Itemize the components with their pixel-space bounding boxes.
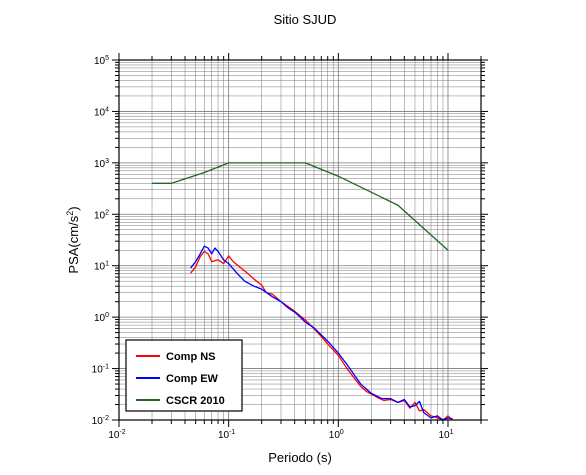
y-tick-label-base: 10 — [94, 210, 106, 221]
x-tick-label-base: 10 — [108, 430, 120, 441]
y-axis-label-base: PSA(cm/s — [66, 215, 81, 273]
plot-frame — [118, 59, 482, 421]
y-tick-label-exp: 5 — [105, 55, 109, 62]
ticks — [112, 53, 488, 427]
legend-label: Comp EW — [166, 373, 219, 385]
y-tick-label-base: 10 — [92, 416, 104, 427]
x-tick-label-exp: -2 — [119, 429, 125, 436]
x-tick-label-exp: 1 — [450, 429, 454, 436]
y-axis-label: PSA(cm/s2) — [65, 206, 81, 273]
legend-label: Comp NS — [166, 351, 216, 363]
y-tick-label-exp: 1 — [105, 261, 109, 268]
legend-items: Comp NS Comp EW CSCR 2010 — [136, 351, 225, 407]
x-tick-labels: 10-2 10-1 100 101 — [108, 429, 453, 441]
y-tick-label-exp: 3 — [105, 158, 109, 165]
y-tick-label: 10-2 — [92, 415, 109, 427]
x-tick-label-exp: 0 — [340, 429, 344, 436]
series-layer — [152, 162, 453, 421]
y-tick-label-exp: -2 — [103, 415, 109, 422]
series-line-2 — [152, 162, 449, 251]
y-tick-label-base: 10 — [94, 107, 106, 118]
y-tick-label: 104 — [94, 106, 109, 118]
y-tick-label: 103 — [94, 158, 109, 170]
legend: Comp NS Comp EW CSCR 2010 — [125, 339, 243, 412]
x-tick-label-base: 10 — [329, 430, 341, 441]
x-tick-label-base: 10 — [218, 430, 230, 441]
x-tick-label: 101 — [438, 429, 453, 441]
legend-label: CSCR 2010 — [166, 395, 225, 407]
y-tick-label: 101 — [94, 261, 109, 273]
x-tick-label: 100 — [329, 429, 344, 441]
y-tick-label-base: 10 — [94, 159, 106, 170]
y-tick-label-exp: -1 — [103, 364, 109, 371]
y-tick-label-base: 10 — [94, 56, 106, 67]
x-tick-label: 10-1 — [218, 429, 235, 441]
y-tick-label-base: 10 — [92, 365, 104, 376]
y-axis-label-end: ) — [66, 206, 81, 210]
y-axis-label-sup: 2 — [65, 211, 75, 216]
series-line-0 — [190, 250, 453, 421]
y-tick-label-base: 10 — [94, 262, 106, 273]
y-tick-label: 105 — [94, 55, 109, 67]
y-tick-label: 10-1 — [92, 364, 109, 376]
y-tick-label-exp: 2 — [105, 209, 109, 216]
y-tick-label-exp: 0 — [105, 312, 109, 319]
y-tick-label: 100 — [94, 312, 109, 324]
y-tick-label-base: 10 — [94, 313, 106, 324]
y-tick-label: 102 — [94, 209, 109, 221]
chart-title: Sitio SJUD — [274, 12, 337, 27]
x-axis-label: Periodo (s) — [268, 450, 332, 465]
x-tick-label: 10-2 — [108, 429, 125, 441]
y-tick-label-exp: 4 — [105, 106, 109, 113]
x-tick-label-base: 10 — [438, 430, 450, 441]
x-tick-label-exp: -1 — [229, 429, 235, 436]
series-line-1 — [190, 245, 453, 421]
